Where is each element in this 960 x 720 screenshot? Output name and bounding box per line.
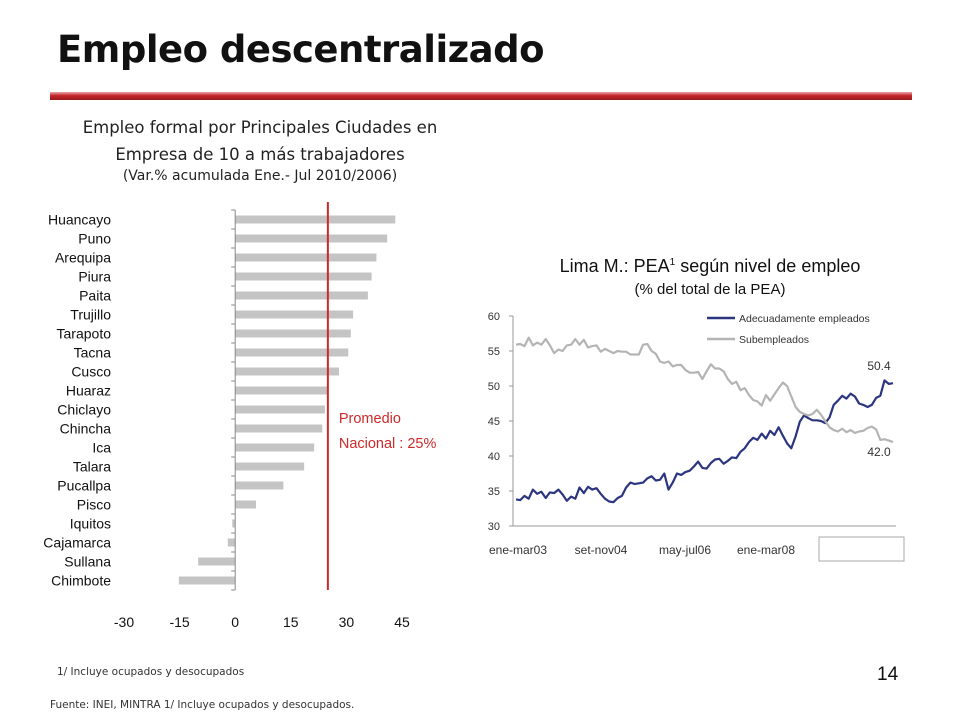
bar-x-tick-label: 30 [339,614,355,630]
bar-category-label: Chincha [60,421,112,437]
bar-category-label: Paita [79,288,111,304]
bar-category-label: Pisco [77,497,111,513]
bar-x-tick-label: 45 [394,614,410,630]
bar-ica [235,443,315,452]
bar-category-label: Tacna [74,345,112,361]
highlighted-period-box [818,536,905,562]
title-divider [50,92,912,100]
bar-sullana [198,557,236,566]
bar-category-label: Ica [92,440,111,456]
bar-category-label: Huancayo [48,212,111,228]
bar-category-label: Trujillo [70,307,111,323]
bar-piura [235,272,372,281]
bar-chincha [235,424,323,433]
line-y-tick-label: 55 [488,346,500,358]
bar-x-tick-label: 15 [283,614,299,630]
source-note: Fuente: INEI, MINTRA 1/ Incluye ocupados… [50,699,355,711]
bar-cusco [235,367,339,376]
bar-huancayo [235,215,396,224]
bar-tacna [235,348,349,357]
bar-chart-title-line2: Empresa de 10 a más trabajadores [115,145,405,164]
bar-tarapoto [235,329,351,338]
bar-category-label: Cajamarca [43,535,111,551]
bar-puno [235,234,388,243]
bar-trujillo [235,310,354,319]
series-subempleados-line [515,336,894,444]
bar-chart-title-line1: Empleo formal por Principales Ciudades e… [82,118,438,137]
line-x-tick-label: set-nov04 [575,543,628,557]
line-y-tick-label: 35 [488,486,500,498]
bar-category-label: Sullana [64,554,111,570]
page-number: 14 [877,664,899,685]
bar-category-label: Tarapoto [57,326,112,342]
bar-x-tick-label: 0 [231,614,239,630]
bar-paita [235,291,368,300]
line-chart-title-rest: según nivel de empleo [675,256,861,276]
series-adecuadamente-empleados-line [515,379,894,504]
footnote: 1/ Incluye ocupados y desocupados [57,666,245,678]
line-y-tick-label: 50 [488,381,500,393]
series-end-value-label: 42.0 [867,445,891,459]
bar-chimbote [178,576,236,585]
bar-category-label: Arequipa [55,250,111,266]
bar-category-label: Cusco [71,364,111,380]
bar-chart-subtitle: (Var.% acumulada Ene.- Jul 2010/2006) [122,168,398,184]
bar-pucallpa [235,481,284,490]
slide-title: Empleo descentralizado [57,28,545,71]
bar-huaraz [235,386,328,395]
bar-category-label: Chiclayo [57,402,111,418]
bar-category-label: Chimbote [51,573,111,589]
line-y-tick-label: 40 [488,451,500,463]
bar-category-label: Pucallpa [57,478,111,494]
legend-label: Subempleados [739,334,809,346]
bar-talara [235,462,305,471]
line-y-tick-label: 30 [488,521,500,533]
line-chart-subtitle: (% del total de la PEA) [634,281,786,298]
bar-iquitos [232,519,236,528]
bar-category-label: Talara [73,459,111,475]
bar-category-label: Huaraz [66,383,111,399]
bar-x-tick-label: -15 [169,614,189,630]
line-chart-title-main: Lima M.: PEA [559,256,670,276]
line-chart-title: Lima M.: PEA1 según nivel de empleo [500,256,920,277]
bar-chart: -30 -15 0 15 30 45 Huancayo Puno Arequipa Piura P… [43,202,437,630]
national-average-label-line1: Promedio [339,411,401,427]
bar-chart-title: Empleo formal por Principales Ciudades e… [40,118,480,164]
bar-category-label: Iquitos [70,516,111,532]
legend-label: Adecuadamente empleados [739,313,870,325]
bar-chiclayo [235,405,325,414]
line-y-tick-label: 45 [488,416,500,428]
line-x-tick-label: may-jul06 [659,543,711,557]
line-chart-title-sup: 1 [669,257,676,268]
bar-category-label: Puno [78,231,111,247]
national-average-label-line2: Nacional : 25% [339,436,437,452]
line-y-tick-label: 60 [488,311,500,323]
bar-arequipa [235,253,377,262]
line-x-tick-label: ene-mar08 [737,543,795,557]
bar-x-tick-label: -30 [114,614,134,630]
bar-category-label: Piura [78,269,111,285]
bar-pisco [235,500,256,509]
bar-cajamarca [227,538,236,547]
line-x-tick-label: ene-mar03 [489,543,547,557]
series-end-value-label: 50.4 [867,359,891,373]
line-chart: 30 35 40 45 50 55 60 ene-mar03 set-nov04 may-jul… [488,311,905,562]
